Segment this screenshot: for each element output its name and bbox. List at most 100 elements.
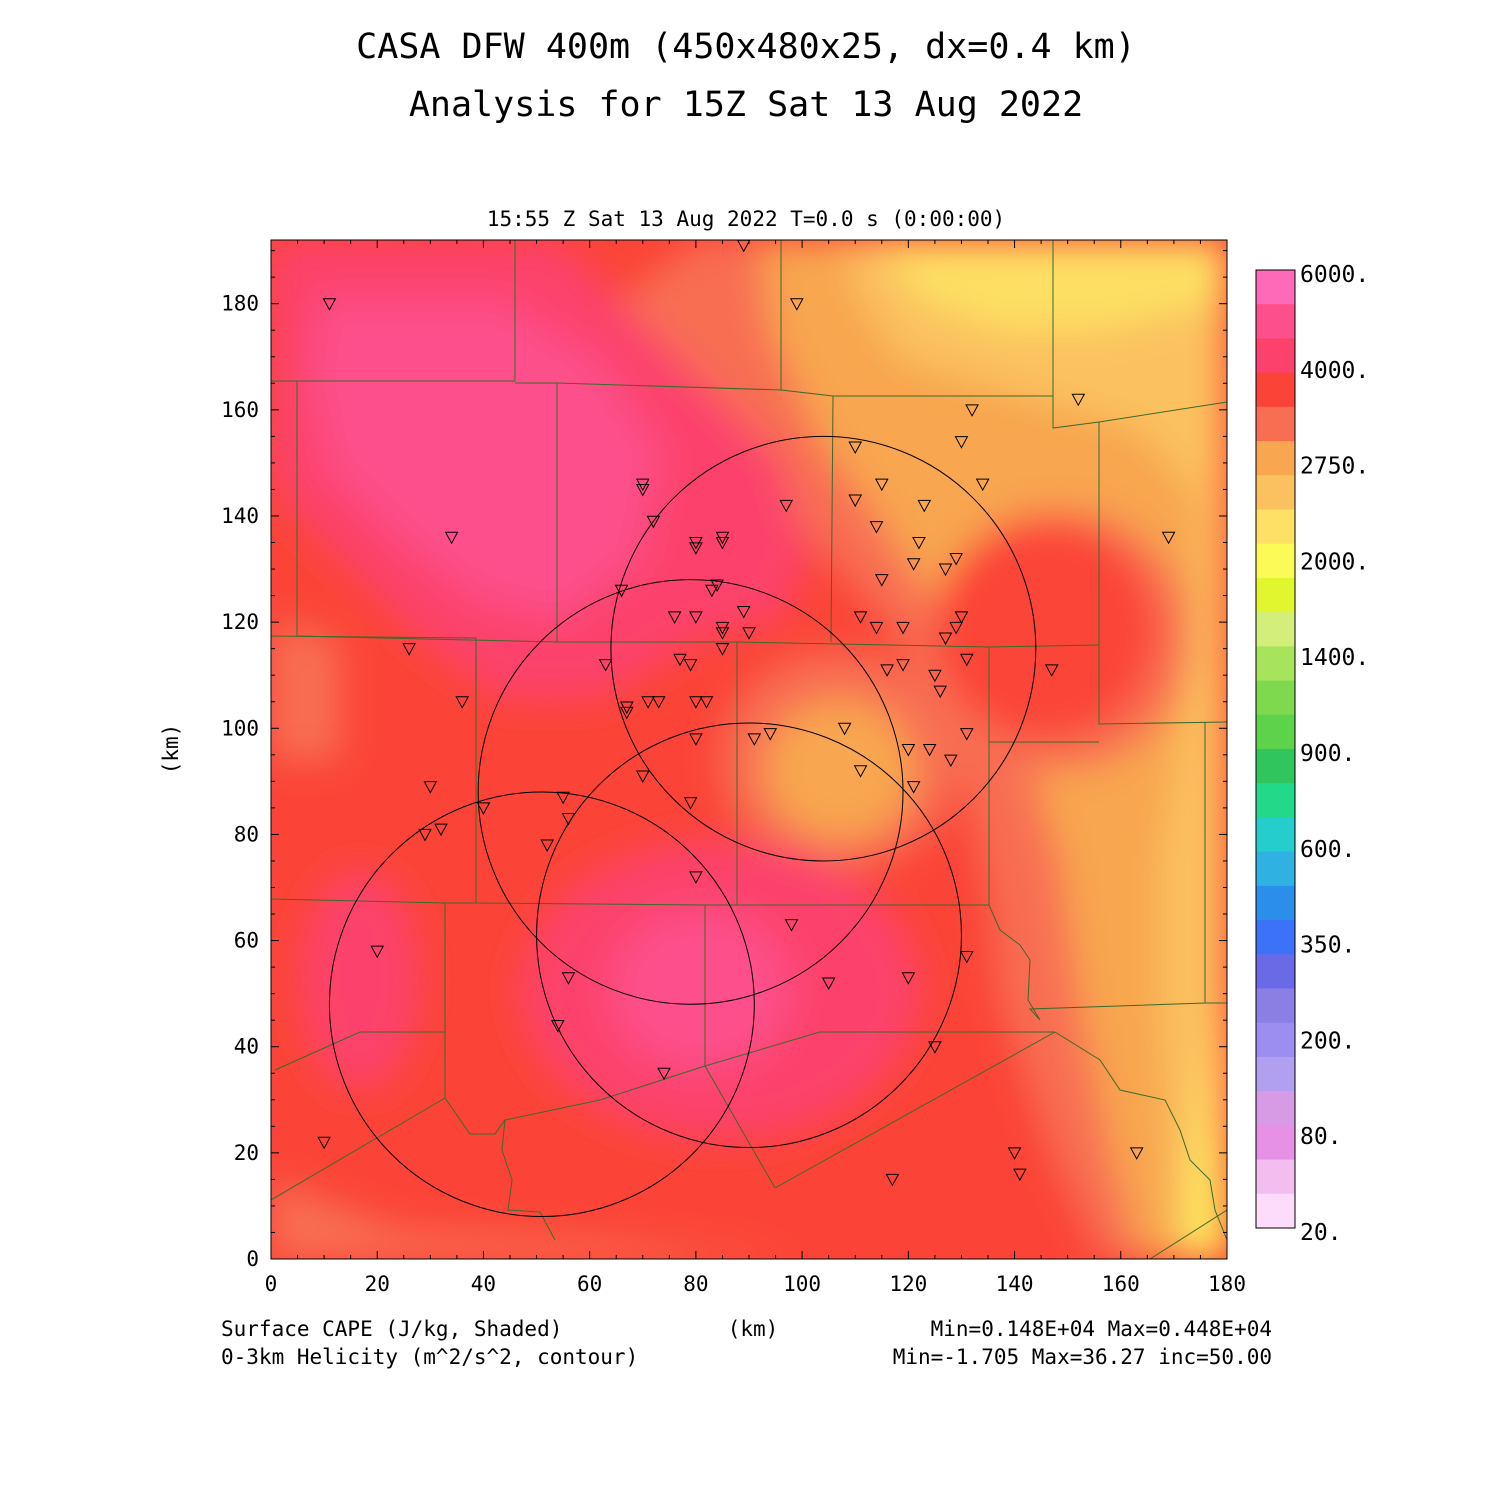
x-tick-label: 120 bbox=[889, 1272, 927, 1296]
station-marker bbox=[561, 972, 576, 985]
y-tick-label: 20 bbox=[234, 1141, 259, 1165]
station-marker bbox=[959, 653, 974, 667]
colorbar-label: 2000. bbox=[1300, 549, 1369, 575]
station-marker bbox=[747, 733, 762, 746]
station-marker bbox=[1161, 531, 1176, 545]
colorbar-swatch bbox=[1256, 1022, 1295, 1058]
station-marker bbox=[933, 685, 948, 699]
timestamp-label: 15:55 Z Sat 13 Aug 2022 T=0.0 s (0:00:00… bbox=[487, 207, 1005, 231]
station-marker bbox=[715, 643, 730, 656]
y-tick-label: 160 bbox=[221, 398, 259, 422]
y-tick-label: 180 bbox=[221, 292, 259, 316]
station-marker bbox=[434, 823, 448, 837]
station-marker bbox=[683, 659, 698, 672]
colorbar-swatch bbox=[1256, 509, 1295, 545]
y-tick-label: 40 bbox=[234, 1035, 259, 1059]
station-marker bbox=[928, 669, 942, 683]
station-marker bbox=[848, 494, 863, 508]
colorbar-label: 4000. bbox=[1300, 358, 1369, 384]
station-marker bbox=[683, 797, 698, 810]
station-marker bbox=[1007, 1147, 1022, 1160]
station-marker bbox=[550, 1019, 565, 1033]
station-marker bbox=[896, 621, 910, 635]
y-axis: 0 20 40 60 80 100 120 140 160 180 bbox=[221, 250, 1227, 1271]
x-tick-label: 80 bbox=[683, 1272, 708, 1296]
station-marker bbox=[885, 1173, 900, 1187]
colorbar-swatch bbox=[1256, 646, 1295, 682]
station-marker bbox=[1013, 1168, 1027, 1182]
station-marker bbox=[880, 664, 894, 677]
radar-ring bbox=[610, 435, 1037, 862]
station-marker bbox=[540, 839, 555, 853]
colorbar-label: 20. bbox=[1300, 1220, 1342, 1246]
station-marker bbox=[641, 696, 655, 709]
station-marker bbox=[561, 812, 576, 826]
footer-field2: 0-3km Helicity (m^2/s^2, contour) bbox=[221, 1345, 638, 1369]
station-marker bbox=[949, 621, 963, 635]
station-marker bbox=[912, 537, 926, 550]
station-marker bbox=[402, 643, 416, 656]
colorbar-swatch bbox=[1256, 270, 1295, 305]
station-marker bbox=[938, 632, 953, 646]
station-marker bbox=[699, 696, 714, 709]
colorbar-swatch bbox=[1256, 612, 1295, 647]
station-marker bbox=[784, 919, 799, 932]
colorbar-swatch bbox=[1256, 851, 1295, 887]
station-marker bbox=[556, 791, 570, 805]
station-marker bbox=[598, 659, 613, 672]
station-marker bbox=[444, 531, 459, 545]
station-marker bbox=[689, 733, 703, 746]
station-marker bbox=[689, 611, 703, 624]
radar-ring bbox=[477, 579, 904, 1005]
cape-shaded-field bbox=[271, 240, 1227, 1259]
station-marker bbox=[779, 499, 794, 513]
station-marker bbox=[1071, 393, 1086, 407]
station-marker bbox=[736, 606, 751, 619]
y-tick-label: 140 bbox=[221, 504, 259, 528]
station-marker bbox=[423, 781, 438, 794]
x-axis: 0 20 40 60 80 100 120 140 160 180 bbox=[265, 240, 1246, 1296]
x-tick-label: 20 bbox=[365, 1272, 390, 1296]
station-marker bbox=[317, 1136, 331, 1150]
colorbar-swatch bbox=[1256, 954, 1295, 989]
station-marker bbox=[704, 584, 719, 598]
colorbar-swatch bbox=[1256, 817, 1295, 853]
colorbar-swatch bbox=[1256, 543, 1295, 579]
colorbar: 6000. 4000. 2750. 2000. 1400. 900. 600. 350. 200… bbox=[1255, 262, 1369, 1246]
colorbar-swatch bbox=[1256, 783, 1295, 818]
colorbar-label: 350. bbox=[1300, 933, 1355, 959]
station-marker bbox=[635, 770, 650, 784]
colorbar-swatch bbox=[1256, 1159, 1295, 1195]
station-marker bbox=[943, 754, 958, 768]
helicity-contours bbox=[328, 435, 1037, 1218]
station-marker bbox=[821, 977, 836, 991]
station-marker bbox=[689, 696, 703, 709]
colorbar-swatch bbox=[1256, 988, 1295, 1024]
station-marker bbox=[959, 728, 974, 741]
colorbar-label: 6000. bbox=[1300, 262, 1369, 288]
station-marker bbox=[906, 781, 921, 794]
station-marker bbox=[837, 722, 852, 736]
colorbar-label: 1400. bbox=[1300, 645, 1369, 671]
x-tick-label: 160 bbox=[1102, 1272, 1140, 1296]
x-tick-label: 40 bbox=[471, 1272, 496, 1296]
colorbar-swatch bbox=[1256, 920, 1295, 955]
station-marker bbox=[742, 627, 756, 640]
station-marker bbox=[667, 611, 682, 624]
figure-title-line1: CASA DFW 400m (450x480x25, dx=0.4 km) bbox=[356, 27, 1136, 67]
station-marker bbox=[853, 611, 868, 624]
station-marker bbox=[763, 728, 778, 741]
station-marker bbox=[614, 584, 629, 598]
station-marker bbox=[673, 653, 687, 667]
station-marker bbox=[476, 802, 491, 815]
station-marker bbox=[874, 478, 889, 492]
colorbar-label: 900. bbox=[1300, 741, 1355, 767]
x-tick-label: 60 bbox=[577, 1272, 602, 1296]
y-tick-label: 120 bbox=[221, 610, 259, 634]
colorbar-label: 80. bbox=[1300, 1124, 1342, 1150]
station-marker bbox=[954, 611, 969, 624]
x-tick-label: 0 bbox=[265, 1272, 278, 1296]
x-tick-label: 100 bbox=[783, 1272, 821, 1296]
station-marker bbox=[975, 478, 990, 492]
